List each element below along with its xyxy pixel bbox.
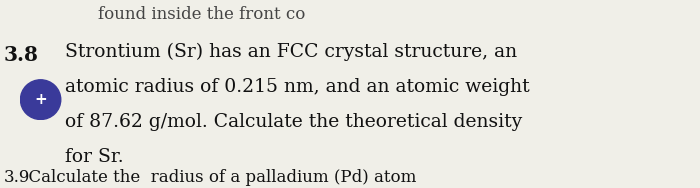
Text: Strontium (Sr) has an FCC crystal structure, an: Strontium (Sr) has an FCC crystal struct…: [65, 43, 517, 61]
Text: 3.9: 3.9: [4, 169, 30, 186]
Text: found inside the front co: found inside the front co: [98, 6, 305, 23]
Circle shape: [20, 80, 61, 120]
Text: of 87.62 g/mol. Calculate the theoretical density: of 87.62 g/mol. Calculate the theoretica…: [65, 113, 522, 131]
Text: Calculate the  radius of a palladium (Pd) atom: Calculate the radius of a palladium (Pd)…: [18, 169, 416, 186]
Text: atomic radius of 0.215 nm, and an atomic weight: atomic radius of 0.215 nm, and an atomic…: [65, 78, 530, 96]
Text: +: +: [34, 92, 47, 107]
Text: 3.8: 3.8: [4, 45, 38, 65]
Text: for Sr.: for Sr.: [65, 148, 124, 166]
